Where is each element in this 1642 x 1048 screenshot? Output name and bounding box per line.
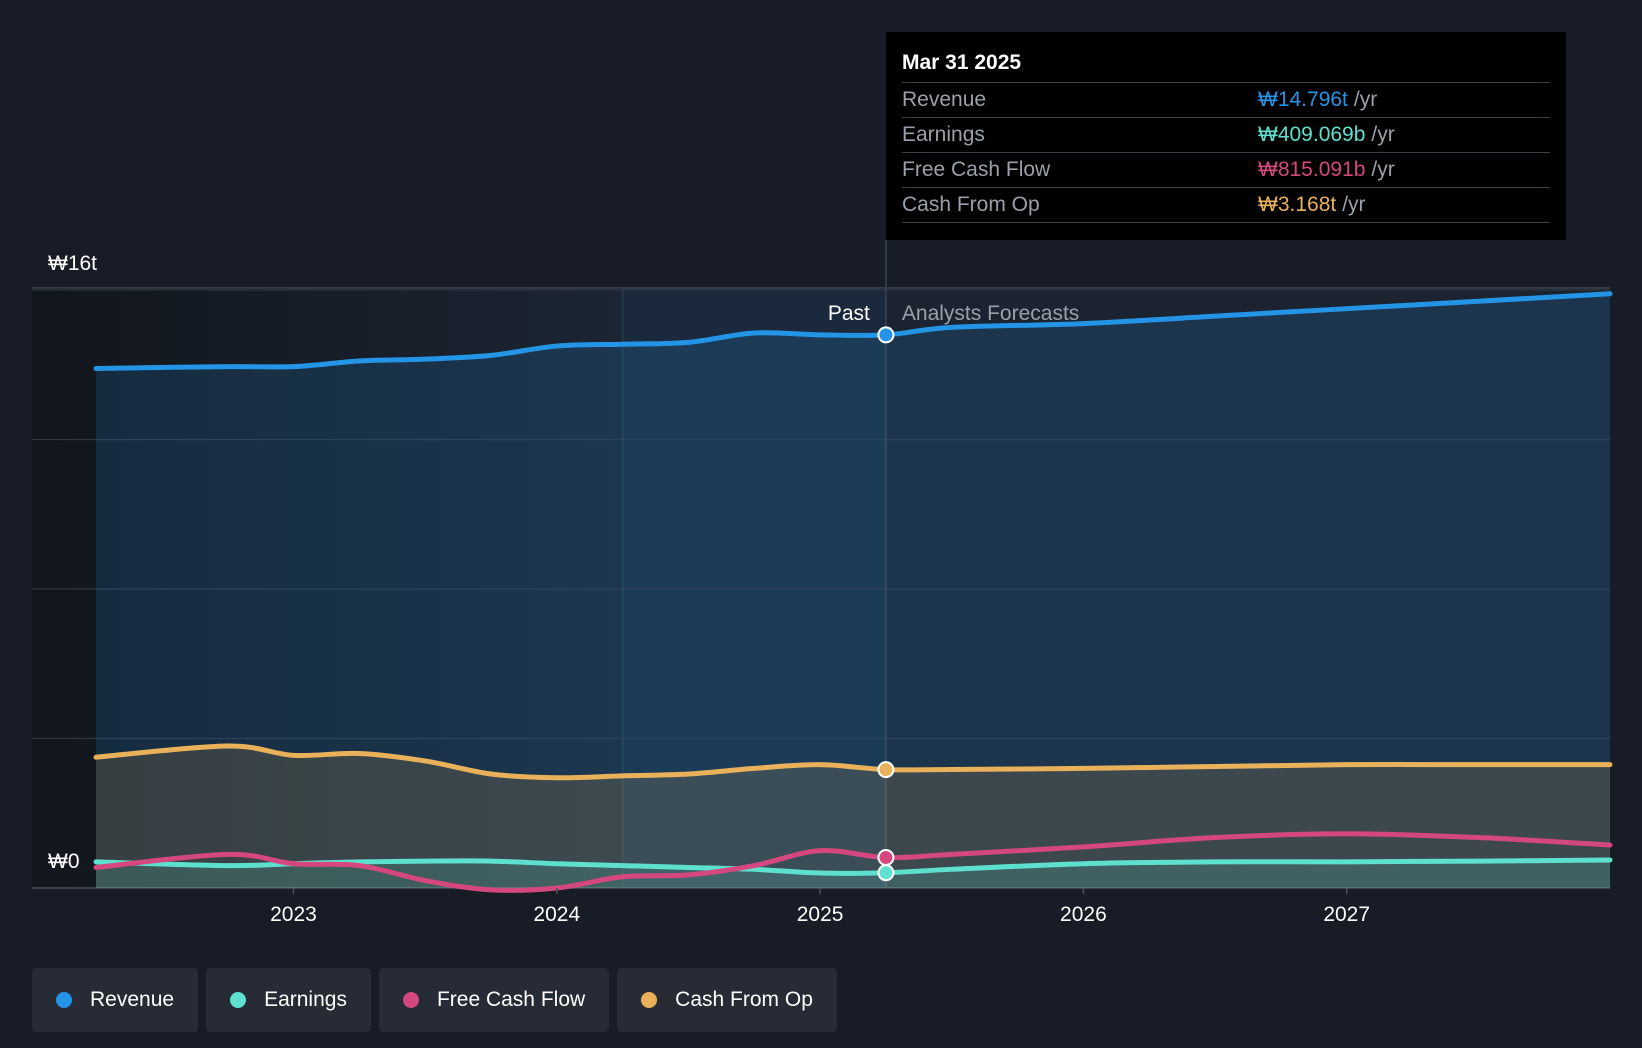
legend-dot-icon [641,992,658,1008]
free-cash-flow-line [93,831,1613,893]
forecast-label: Analysts Forecasts [902,302,1079,325]
legend-item-free-cash-flow[interactable]: Free Cash Flow [378,968,610,1032]
revenue-line [93,291,1613,371]
legend: Revenue Earnings Free Cash Flow Cash Fro… [32,968,837,1032]
y-tick-label: ₩16t [48,252,97,275]
legend-dot-icon [402,992,419,1008]
legend-label: Earnings [264,988,347,1011]
x-tick-label: 2025 [797,903,844,926]
tooltip-row-free-cash-flow: Free Cash Flow ₩815.091b /yr [902,153,1550,188]
earnings-marker [877,864,895,882]
tooltip-date: Mar 31 2025 [902,46,1550,83]
cash-from-op-area [96,745,1610,888]
tooltip-value: ₩14.796t [1258,88,1348,111]
y-tick-label: ₩0 [48,850,80,873]
legend-item-revenue[interactable]: Revenue [32,968,199,1032]
tooltip: Mar 31 2025 Revenue ₩14.796t /yr Earning… [886,32,1566,240]
tooltip-unit: /yr [1342,193,1366,216]
revenue-marker [877,326,895,344]
tooltip-value: ₩3.168t [1258,193,1337,216]
legend-item-cash-from-op[interactable]: Cash From Op [617,968,837,1032]
tooltip-label: Cash From Op [902,193,1040,216]
legend-label: Revenue [90,988,175,1011]
tooltip-row-revenue: Revenue ₩14.796t /yr [902,83,1550,118]
x-tick-label: 2024 [533,903,580,926]
cash-from-op-line [93,743,1613,781]
chart-background [32,288,1610,888]
tooltip-unit: /yr [1371,158,1395,181]
x-tick-label: 2026 [1060,903,1107,926]
free-cash-flow-marker [877,849,895,867]
tooltip-label: Earnings [902,123,985,146]
earnings-line [93,857,1613,876]
series-lines [93,291,1613,893]
legend-label: Free Cash Flow [436,988,586,1011]
x-tick-label: 2027 [1323,903,1370,926]
legend-label: Cash From Op [675,988,813,1011]
legend-dot-icon [56,992,72,1008]
tooltip-unit: /yr [1371,123,1395,146]
legend-dot-icon [230,992,247,1008]
tooltip-label: Free Cash Flow [902,158,1051,181]
tooltip-value: ₩815.091b [1258,158,1366,181]
tooltip-unit: /yr [1353,88,1378,111]
tooltip-value: ₩409.069b [1258,123,1366,146]
x-tick-label: 2023 [270,903,317,926]
cash-from-op-marker [877,761,895,779]
tooltip-row-cash-from-op: Cash From Op ₩3.168t /yr [902,188,1550,223]
past-highlight-region [622,288,886,888]
past-region [32,288,623,888]
forecast-region [885,288,1610,888]
legend-item-earnings[interactable]: Earnings [206,968,371,1032]
revenue-area [96,293,1610,888]
past-label: Past [828,302,870,325]
axes: ₩16t ₩0 2023 2024 2025 2026 2027 Past Analysts F… [48,252,1370,926]
series-markers [877,326,895,882]
tooltip-label: Revenue [902,88,987,111]
series-fills [96,293,1610,888]
tooltip-row-earnings: Earnings ₩409.069b /yr [902,118,1550,153]
